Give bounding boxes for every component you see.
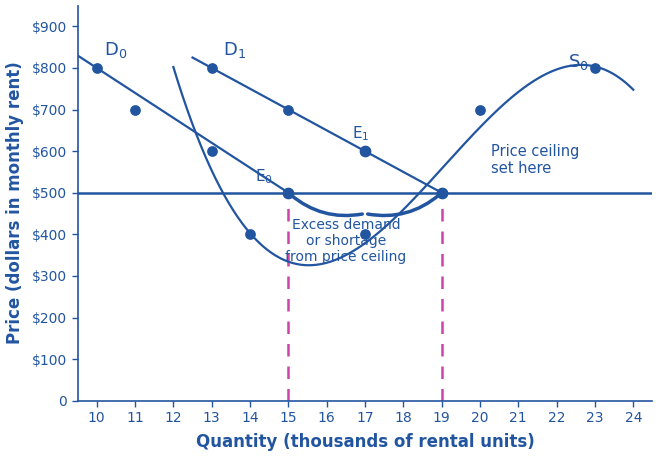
Text: E$_0$: E$_0$ bbox=[255, 168, 273, 186]
Text: D$_1$: D$_1$ bbox=[223, 40, 246, 59]
Text: Excess demand
or shortage
from price ceiling: Excess demand or shortage from price cei… bbox=[285, 218, 407, 264]
Point bbox=[207, 64, 217, 72]
Point bbox=[436, 189, 447, 197]
X-axis label: Quantity (thousands of rental units): Quantity (thousands of rental units) bbox=[195, 433, 534, 452]
Text: E$_1$: E$_1$ bbox=[351, 124, 369, 143]
Y-axis label: Price (dollars in monthly rent): Price (dollars in monthly rent) bbox=[5, 62, 24, 345]
Point bbox=[283, 189, 293, 197]
Point bbox=[283, 106, 293, 113]
Point bbox=[283, 189, 293, 197]
Point bbox=[245, 231, 255, 238]
Point bbox=[360, 148, 370, 155]
Text: S$_0$: S$_0$ bbox=[568, 52, 589, 72]
Point bbox=[590, 64, 600, 72]
Point bbox=[207, 148, 217, 155]
Point bbox=[91, 64, 102, 72]
Point bbox=[436, 189, 447, 197]
Text: Price ceiling
set here: Price ceiling set here bbox=[492, 143, 580, 176]
Point bbox=[436, 189, 447, 197]
Point bbox=[474, 106, 485, 113]
Point bbox=[360, 148, 370, 155]
Point bbox=[360, 231, 370, 238]
Text: D$_0$: D$_0$ bbox=[105, 40, 128, 59]
Point bbox=[130, 106, 140, 113]
